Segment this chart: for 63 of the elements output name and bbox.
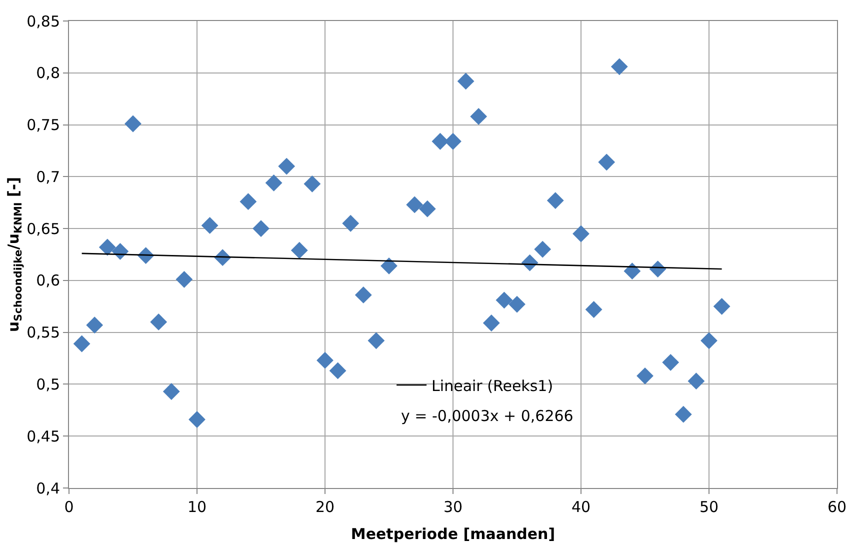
point <box>86 316 104 334</box>
point <box>457 72 474 90</box>
y-tick-label: 0,65 <box>26 220 60 238</box>
point <box>674 406 692 423</box>
point <box>252 220 270 238</box>
point <box>201 216 218 234</box>
point <box>124 115 142 132</box>
point <box>304 175 321 192</box>
point <box>73 335 90 352</box>
point <box>162 383 180 400</box>
point <box>290 242 308 259</box>
point <box>368 332 385 350</box>
point <box>240 193 257 210</box>
y-tick-label: 0,85 <box>26 12 60 30</box>
point <box>354 286 372 304</box>
y-tick-label: 0,7 <box>36 168 60 186</box>
point <box>380 257 398 274</box>
point <box>432 132 449 150</box>
point <box>278 158 296 175</box>
annotation: y = -0,0003x + 0,6266 <box>401 407 574 425</box>
y-tick-label: 0,55 <box>26 324 60 342</box>
point <box>636 367 654 384</box>
point <box>610 58 628 76</box>
point <box>316 352 334 369</box>
point <box>406 196 424 214</box>
y-tick-label: 0,45 <box>26 427 60 446</box>
point <box>329 362 346 380</box>
point <box>188 411 206 428</box>
point <box>688 372 705 390</box>
y-tick-label: 0,5 <box>36 375 60 394</box>
point <box>585 301 602 318</box>
point <box>265 174 282 192</box>
x-tick-label: 0 <box>64 498 74 516</box>
point <box>150 314 168 330</box>
point <box>342 214 360 232</box>
x-axis-title: Meetperiode [maanden] <box>350 525 556 543</box>
legend-label: Lineair (Reeks1) <box>432 376 554 395</box>
y-tick-label: 0,6 <box>36 272 60 290</box>
point <box>624 262 641 280</box>
point <box>713 298 730 315</box>
point <box>176 270 193 288</box>
point <box>418 200 436 218</box>
point <box>534 240 552 258</box>
point <box>482 314 500 332</box>
x-tick-label: 40 <box>571 498 591 516</box>
point <box>700 332 718 350</box>
point <box>98 238 116 256</box>
point <box>598 154 616 171</box>
point <box>508 296 526 313</box>
x-tick-label: 10 <box>187 498 207 516</box>
point <box>444 132 462 150</box>
point <box>496 292 513 309</box>
point <box>546 192 564 209</box>
point <box>470 108 488 125</box>
x-tick-label: 30 <box>443 498 463 516</box>
point <box>662 354 680 371</box>
y-tick-label: 0,75 <box>26 116 60 134</box>
x-tick-label: 20 <box>315 498 335 516</box>
point <box>572 225 590 242</box>
x-tick-label: 60 <box>827 498 847 516</box>
y-tick-label: 0,4 <box>36 479 60 498</box>
y-tick-label: 0,8 <box>36 64 60 82</box>
x-tick-label: 50 <box>699 498 719 516</box>
